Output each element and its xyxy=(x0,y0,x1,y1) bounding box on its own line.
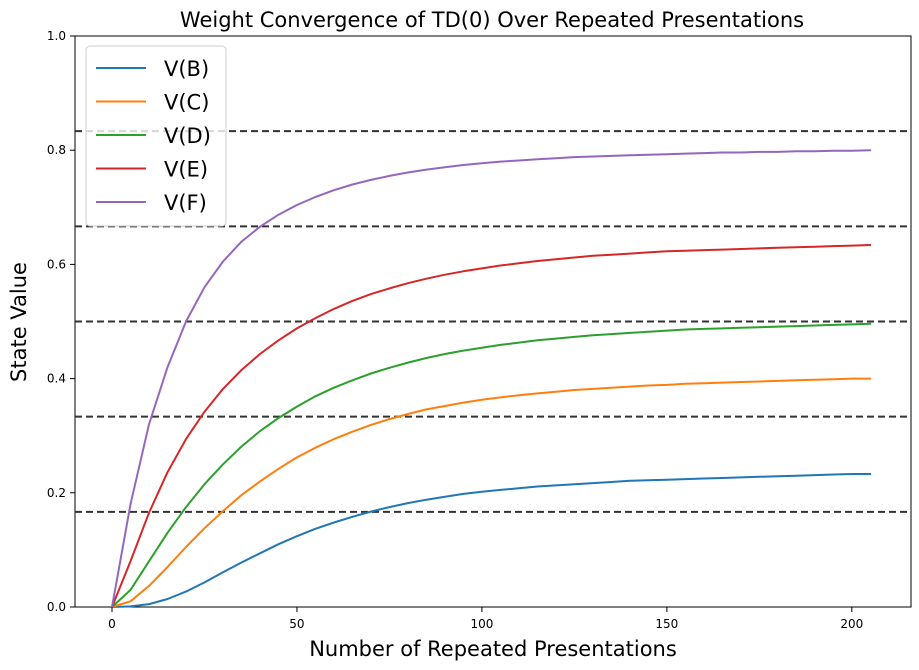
legend-label-v-b: V(B) xyxy=(164,57,209,81)
x-tick-label: 0 xyxy=(108,617,116,631)
series-line-v-e xyxy=(111,244,872,608)
legend-label-v-e: V(E) xyxy=(164,158,208,182)
chart-title: Weight Convergence of TD(0) Over Repeate… xyxy=(180,8,804,32)
y-axis-label: State Value xyxy=(7,262,31,382)
plot-area xyxy=(74,35,912,608)
legend-box xyxy=(85,45,227,227)
y-tick-label: 0.2 xyxy=(47,486,66,500)
series-line-v-f xyxy=(111,149,872,608)
y-tick-label: 0.0 xyxy=(47,600,66,614)
y-axis-ticks: 0.0 0.2 0.4 0.6 0.8 1.0 xyxy=(47,29,75,614)
legend-items: V(B) V(C) V(D) V(E) V(F) xyxy=(96,57,211,215)
x-axis-ticks: 0 50 100 150 200 xyxy=(108,607,863,631)
legend: V(B) V(C) V(D) V(E) V(F) xyxy=(85,45,227,227)
legend-label-v-f: V(F) xyxy=(164,191,207,215)
y-tick-label: 1.0 xyxy=(47,29,66,43)
reference-lines xyxy=(75,130,911,513)
series-line-v-b xyxy=(111,473,872,608)
series-line-v-c xyxy=(111,377,872,608)
y-tick-label: 0.6 xyxy=(47,257,66,271)
y-tick-label: 0.8 xyxy=(47,143,66,157)
x-tick-label: 200 xyxy=(840,617,863,631)
y-tick-label: 0.4 xyxy=(47,372,66,386)
x-tick-label: 100 xyxy=(470,617,493,631)
x-axis-label: Number of Repeated Presentations xyxy=(309,637,677,661)
legend-label-v-d: V(D) xyxy=(164,124,211,148)
x-tick-label: 50 xyxy=(289,617,304,631)
legend-label-v-c: V(C) xyxy=(164,91,209,115)
x-tick-label: 150 xyxy=(655,617,678,631)
series-lines xyxy=(111,149,872,608)
series-line-v-d xyxy=(111,322,872,608)
